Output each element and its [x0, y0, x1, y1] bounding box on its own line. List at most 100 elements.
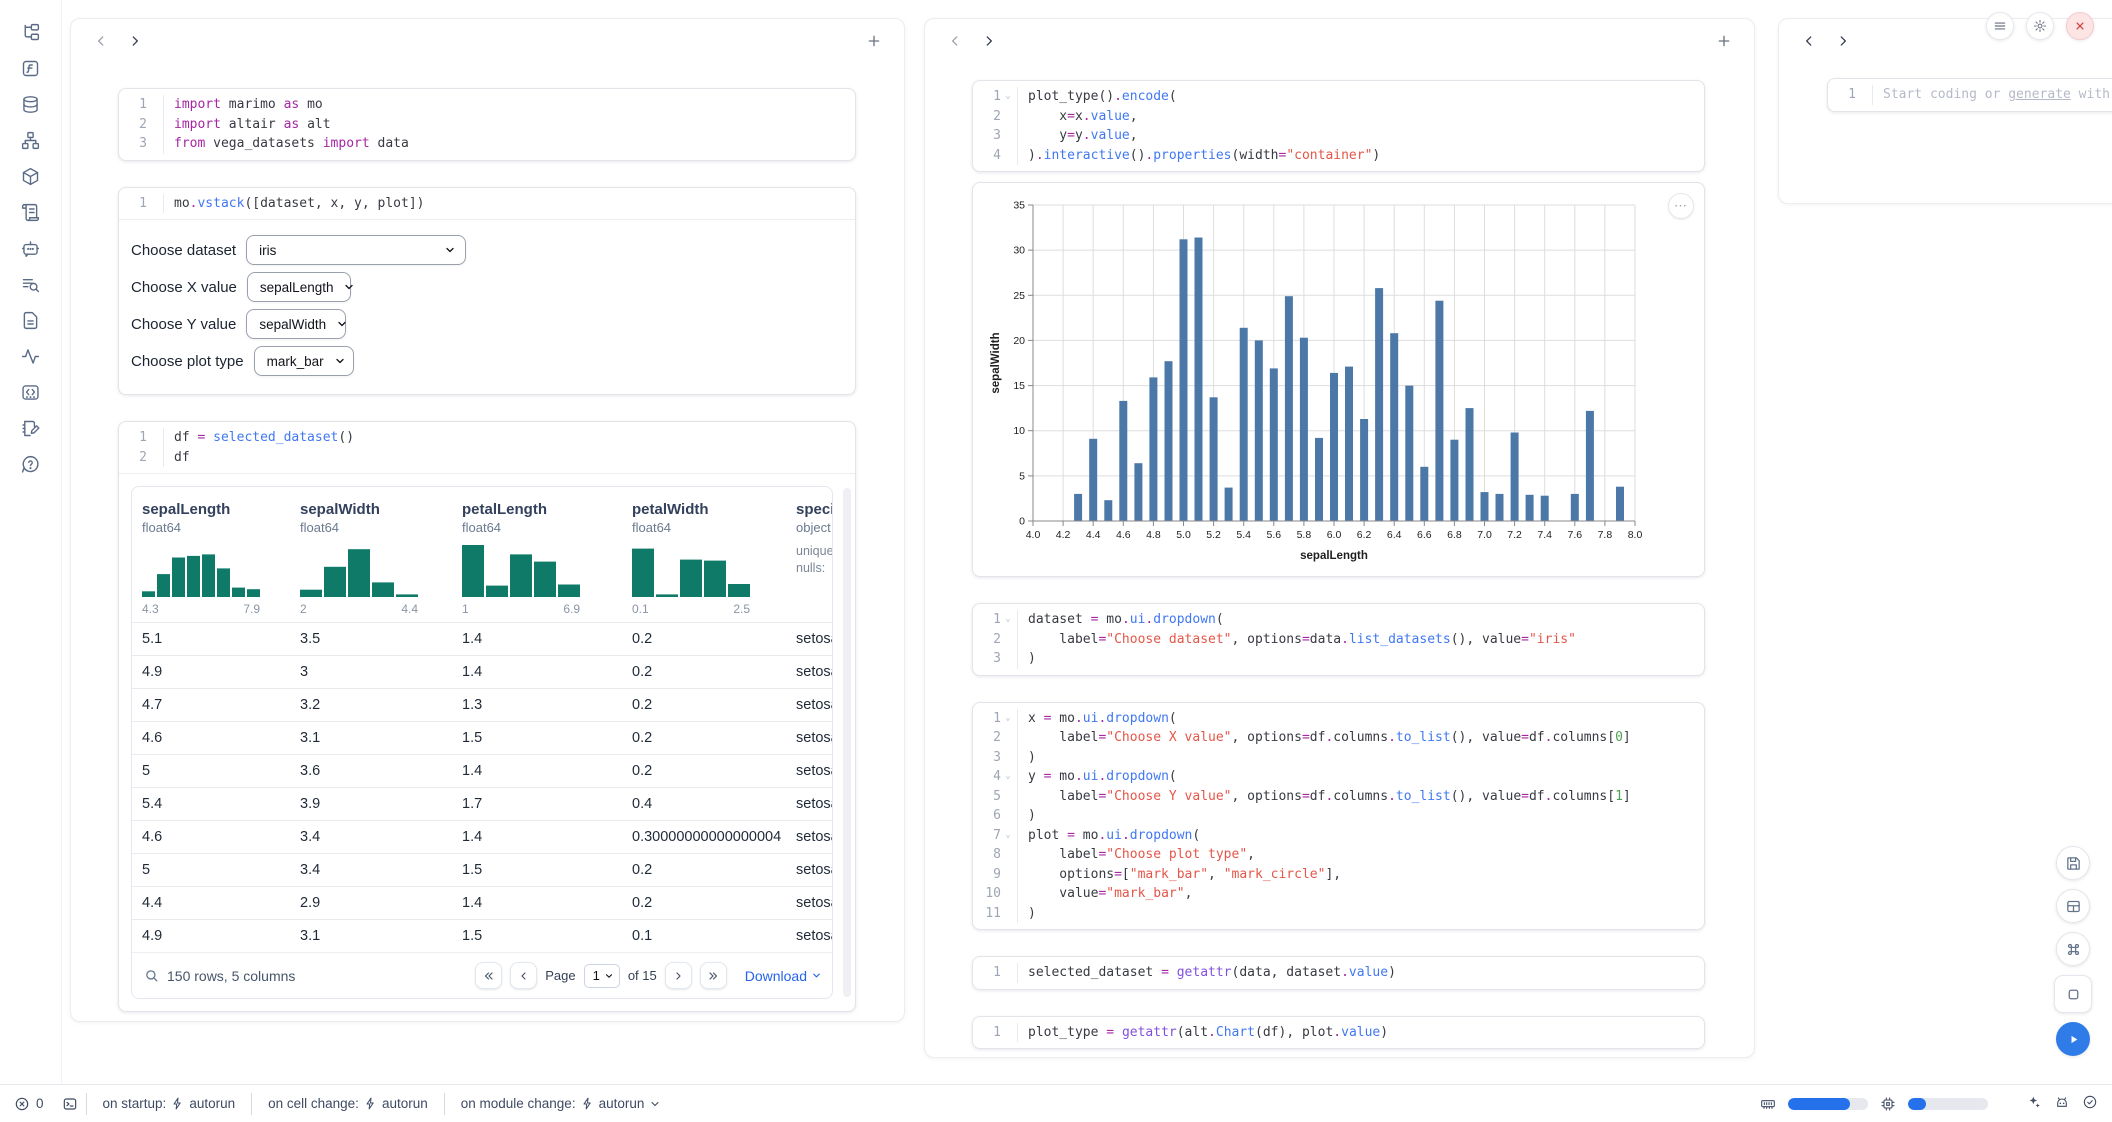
run-all-button[interactable] [2056, 1022, 2090, 1056]
history-forward-button[interactable] [123, 29, 147, 53]
table-cell[interactable]: 1.5 [452, 919, 622, 952]
history-forward-button[interactable] [977, 29, 1001, 53]
table-cell[interactable]: 0.2 [622, 622, 786, 655]
table-cell[interactable]: 4.9 [132, 655, 290, 688]
table-cell[interactable]: 1.5 [452, 853, 622, 886]
table-cell[interactable]: 1.5 [452, 721, 622, 754]
table-cell[interactable]: setosa [786, 721, 832, 754]
table-cell[interactable]: 3.1 [290, 919, 452, 952]
rail-help-icon[interactable] [17, 450, 45, 478]
table-cell[interactable]: setosa [786, 622, 832, 655]
rail-database-icon[interactable] [17, 90, 45, 118]
table-cell[interactable]: 1.4 [452, 754, 622, 787]
rail-tracing-icon[interactable] [17, 342, 45, 370]
code-editor[interactable]: 1 import marimo as mo 2 import altair as al… [119, 89, 855, 160]
first-page-button[interactable] [475, 962, 503, 989]
fold-chevron-icon[interactable]: ⌄ [1005, 712, 1011, 723]
history-back-button[interactable] [943, 29, 967, 53]
code-editor[interactable]: 1 plot_type = getattr(alt.Chart(df), plot… [973, 1017, 1704, 1049]
table-cell[interactable]: 0.2 [622, 721, 786, 754]
menu-icon[interactable] [1986, 12, 2014, 40]
column-header-petalLength[interactable]: petalLength float64 1 6.9 [452, 487, 622, 622]
code-editor[interactable]: 1 ⌄ dataset = mo.ui.dropdown(2 label="Choo… [973, 604, 1704, 675]
bar-chart[interactable]: 4.0 4.2 4.4 4.6 4.8 5.0 5.2 5.4 5.6 5.8 6.0 6.2 6.4 6… [987, 195, 1647, 567]
table-cell[interactable]: setosa [786, 820, 832, 853]
column-header-sepalWidth[interactable]: sepalWidth float64 2 4.4 [290, 487, 452, 622]
autorun-segment-1[interactable]: on startup: autorun [87, 1096, 252, 1111]
table-cell[interactable]: 5 [132, 853, 290, 886]
rail-logs-icon[interactable] [17, 198, 45, 226]
layout-icon[interactable] [2056, 889, 2090, 923]
code-editor[interactable]: 1 ⌄ x = mo.ui.dropdown(2 label="Choose X v… [973, 703, 1704, 930]
column-header-species[interactable]: species object unique: nulls: [786, 487, 832, 622]
app-view-icon[interactable] [2054, 975, 2092, 1013]
history-back-button[interactable] [1797, 29, 1821, 53]
dropdown-select-y-value[interactable]: sepalWidth [246, 309, 347, 339]
command-icon[interactable] [2056, 932, 2090, 966]
rail-ai-chat-icon[interactable] [17, 234, 45, 262]
table-cell[interactable]: 3.1 [290, 721, 452, 754]
save-icon[interactable] [2056, 846, 2090, 880]
table-cell[interactable]: 3.6 [290, 754, 452, 787]
table-cell[interactable]: 0.2 [622, 754, 786, 787]
search-icon[interactable] [144, 968, 159, 983]
rail-outputs-icon[interactable] [17, 378, 45, 406]
fold-chevron-icon[interactable]: ⌄ [1005, 614, 1011, 624]
table-cell[interactable]: 3.9 [290, 787, 452, 820]
code-editor[interactable]: 1 ⌄ plot_type().encode(2 x=x.value, 3 y=y.v… [973, 81, 1704, 171]
last-page-button[interactable] [699, 962, 727, 989]
rail-file-tree-icon[interactable] [17, 18, 45, 46]
chart-options-button[interactable]: ⋯ [1668, 193, 1694, 219]
autorun-segment-3[interactable]: on module change: autorun [445, 1096, 678, 1111]
table-cell[interactable]: setosa [786, 919, 832, 952]
table-cell[interactable]: 5.1 [132, 622, 290, 655]
dropdown-select-dataset[interactable]: iris [246, 235, 467, 265]
table-cell[interactable]: setosa [786, 787, 832, 820]
generate-with-ai-link[interactable]: generate [2008, 87, 2071, 102]
table-cell[interactable]: 3.4 [290, 820, 452, 853]
table-cell[interactable]: 4.4 [132, 886, 290, 919]
table-cell[interactable]: 1.4 [452, 820, 622, 853]
table-cell[interactable]: 0.30000000000000004 [622, 820, 786, 853]
table-cell[interactable]: 4.7 [132, 688, 290, 721]
connection-status-button[interactable] [2082, 1094, 2098, 1113]
rail-functions-icon[interactable] [17, 54, 45, 82]
table-cell[interactable]: 3.5 [290, 622, 452, 655]
table-cell[interactable]: 1.4 [452, 622, 622, 655]
table-cell[interactable]: 2.9 [290, 886, 452, 919]
editor-placeholder[interactable]: Start coding or generate with AI [1872, 85, 2112, 105]
next-page-button[interactable] [664, 962, 692, 989]
dropdown-select-x-value[interactable]: sepalLength [246, 272, 354, 302]
table-cell[interactable]: 0.2 [622, 688, 786, 721]
table-cell[interactable]: 5.4 [132, 787, 290, 820]
column-header-petalWidth[interactable]: petalWidth float64 0.1 2.5 [622, 487, 786, 622]
table-cell[interactable]: 3 [290, 655, 452, 688]
table-cell[interactable]: 0.4 [622, 787, 786, 820]
table-cell[interactable]: setosa [786, 754, 832, 787]
prev-page-button[interactable] [510, 962, 538, 989]
table-cell[interactable]: setosa [786, 886, 832, 919]
table-cell[interactable]: 4.6 [132, 820, 290, 853]
feedback-button[interactable] [2054, 1094, 2070, 1113]
dropdown-select-plot-type[interactable]: mark_bar [253, 346, 354, 376]
table-cell[interactable]: 1.7 [452, 787, 622, 820]
add-cell-button[interactable] [862, 29, 886, 53]
table-cell[interactable]: 4.9 [132, 919, 290, 952]
table-cell[interactable]: setosa [786, 688, 832, 721]
rail-snippets-icon[interactable] [17, 306, 45, 334]
autorun-segment-2[interactable]: on cell change: autorun [252, 1096, 444, 1111]
terminal-button[interactable] [62, 1096, 78, 1112]
table-cell[interactable]: 0.2 [622, 853, 786, 886]
table-cell[interactable]: 0.1 [622, 919, 786, 952]
code-editor[interactable]: 1 Start coding or generate with AI [1828, 79, 2112, 111]
error-indicator[interactable]: 0 [14, 1096, 44, 1112]
table-cell[interactable]: setosa [786, 655, 832, 688]
table-cell[interactable]: 4.6 [132, 721, 290, 754]
column-header-sepalLength[interactable]: sepalLength float64 4.3 7.9 [132, 487, 290, 622]
table-cell[interactable]: setosa [786, 853, 832, 886]
table-cell[interactable]: 1.3 [452, 688, 622, 721]
table-cell[interactable]: 3.2 [290, 688, 452, 721]
table-cell[interactable]: 1.4 [452, 655, 622, 688]
close-icon[interactable] [2066, 12, 2094, 40]
add-cell-button[interactable] [1712, 29, 1736, 53]
